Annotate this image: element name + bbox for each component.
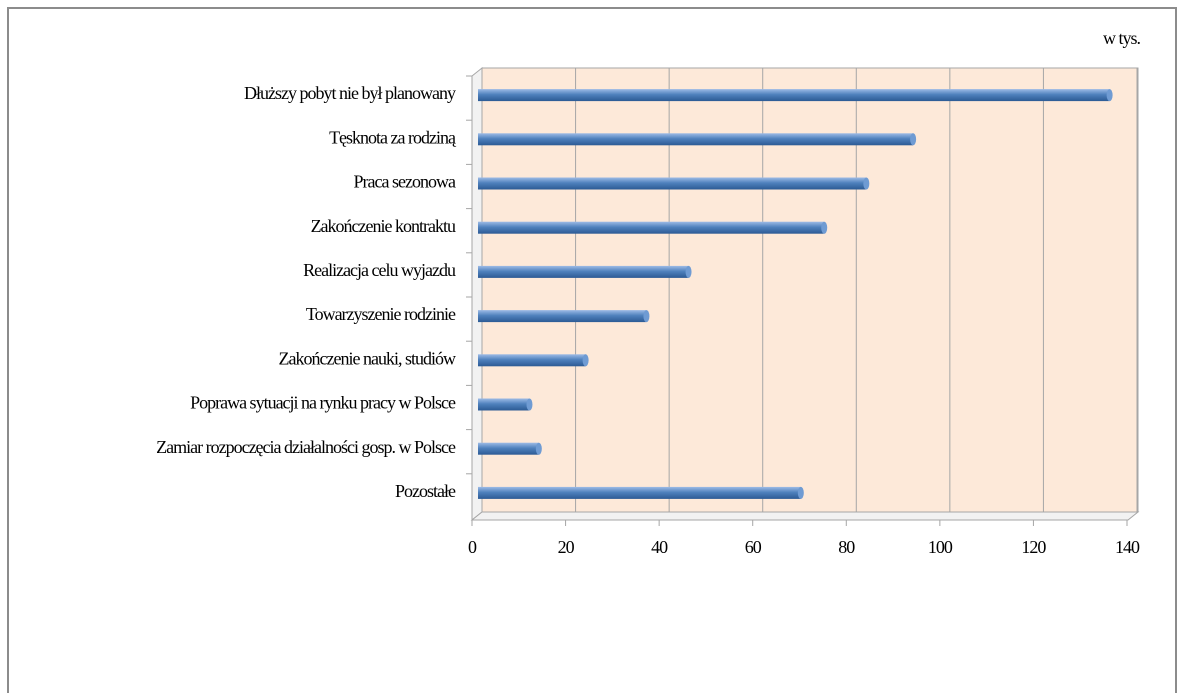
x-tick-label: 20 — [558, 537, 575, 557]
bar — [478, 310, 647, 323]
bar-cap — [582, 354, 589, 367]
bar-cap — [797, 486, 804, 499]
bar — [478, 133, 914, 146]
y-tick-label: Zakończenie nauki, studiów — [279, 348, 456, 368]
bar-cap — [526, 398, 533, 411]
y-tick-label: Realizacja celu wyjazdu — [303, 260, 456, 280]
x-tick-label: 60 — [745, 537, 762, 557]
bar-cap — [685, 265, 692, 278]
bar — [478, 89, 1110, 102]
bar-cap — [535, 442, 542, 455]
bar — [478, 221, 825, 234]
bar — [478, 354, 586, 367]
y-tick-label: Tęsknota za rodziną — [329, 127, 457, 147]
y-tick-label: Zamiar rozpoczęcia działalności gosp. w … — [156, 437, 456, 457]
x-tick-label: 0 — [468, 537, 477, 557]
x-tick-label: 140 — [1115, 537, 1140, 557]
bar-cap — [863, 177, 870, 190]
y-tick-label: Zakończenie kontraktu — [311, 216, 456, 236]
y-tick-label: Dłuższy pobyt nie był planowany — [244, 83, 456, 103]
bar — [478, 177, 867, 190]
bar — [478, 398, 530, 411]
bar-cap — [643, 310, 650, 323]
y-tick-label: Praca sezonowa — [354, 172, 456, 192]
y-tick-label: Pozostałe — [395, 481, 456, 501]
bar — [478, 486, 801, 499]
x-tick-label: 100 — [928, 537, 953, 557]
bar-cap — [821, 221, 828, 234]
bar — [478, 442, 539, 455]
plot-floor — [470, 511, 1140, 521]
x-tick-label: 40 — [651, 537, 668, 557]
y-tick-label: Poprawa sytuacji na rynku pracy w Polsce — [190, 393, 456, 413]
bar — [478, 265, 689, 278]
y-tick-label: Towarzyszenie rodzinie — [306, 304, 456, 324]
unit-label: w tys. — [1103, 28, 1141, 48]
bar-cap — [1106, 89, 1113, 102]
bar-cap — [910, 133, 917, 146]
x-tick-label: 120 — [1021, 537, 1046, 557]
x-tick-label: 80 — [838, 537, 855, 557]
